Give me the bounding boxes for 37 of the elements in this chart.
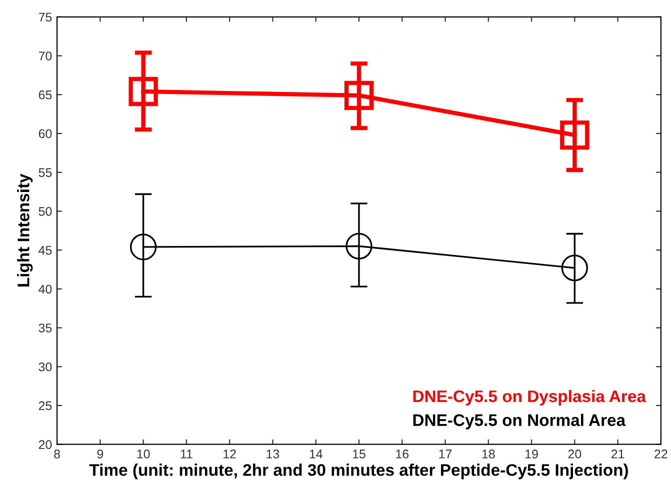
- y-tick-label: 50: [38, 207, 52, 216]
- x-tick-label: 15: [352, 450, 366, 458]
- x-tick-label: 13: [266, 450, 280, 458]
- y-tick-label: 25: [38, 401, 52, 410]
- x-tick-label: 18: [482, 450, 495, 458]
- x-tick-label: 19: [526, 450, 538, 458]
- point: [346, 232, 372, 260]
- y-tick-label: 40: [38, 284, 52, 294]
- x-tick-label: 21: [611, 450, 624, 458]
- x-axis-title: Time (unit: minute, 2hr and 30 minutes after Peptide-Cy5.5 Injection): [89, 464, 628, 480]
- y-tick-label: 75: [38, 12, 52, 22]
- text: DNE-Cy5.5 on Normal Area: [413, 414, 626, 430]
- y-tick-label: 45: [38, 246, 52, 255]
- x-tick-label: 16: [396, 450, 409, 458]
- x-tick-label: 8: [54, 450, 60, 458]
- x-tick-label: 14: [310, 450, 322, 458]
- y-tick-label: 55: [38, 168, 52, 177]
- point: [561, 254, 588, 282]
- y-tick-label: 70: [38, 52, 52, 60]
- point: [344, 80, 374, 110]
- y-axis-title: Light Intensity: [17, 174, 33, 286]
- x-tick-label: 20: [568, 450, 582, 458]
- x-tick-label: 10: [137, 450, 150, 458]
- x-tick-label: 22: [654, 450, 668, 458]
- text: DNE-Cy5.5 on Dysplasia Area: [413, 390, 646, 406]
- x-tick-label: 11: [180, 450, 192, 458]
- x-tick-label: 12: [224, 450, 236, 458]
- y-tick-label: 35: [38, 324, 52, 332]
- x-tick-label: 17: [439, 450, 452, 458]
- y-tick-label: 65: [38, 90, 52, 100]
- y-tick-label: 30: [38, 362, 52, 372]
- y-tick-label: 60: [38, 129, 52, 138]
- point: [560, 120, 590, 150]
- point: [130, 234, 157, 260]
- point: [128, 76, 158, 106]
- x-tick-label: 9: [97, 450, 104, 458]
- y-tick-label: 20: [38, 440, 52, 450]
